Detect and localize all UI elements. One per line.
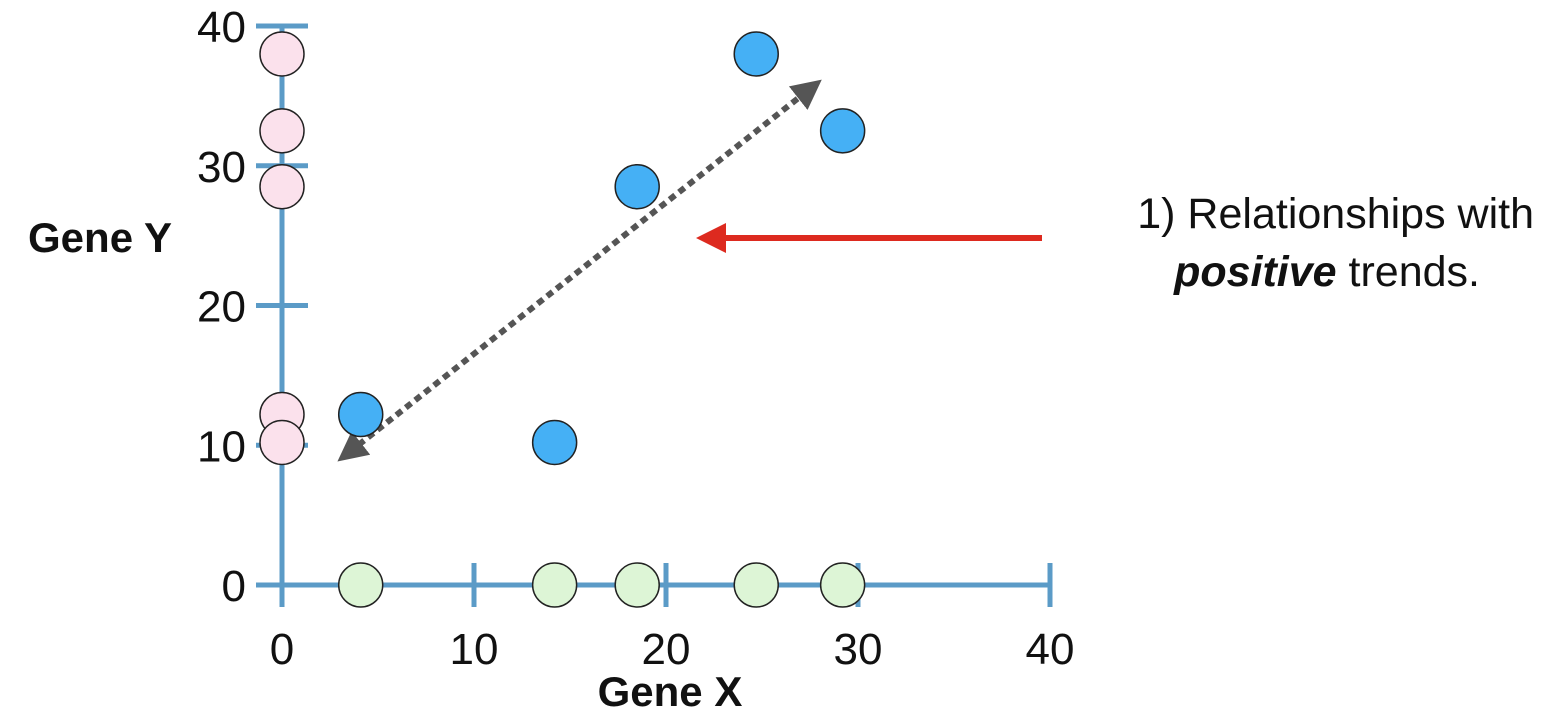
- data-point: [337, 391, 384, 438]
- data-point: [259, 163, 305, 210]
- axes: [256, 23, 1053, 607]
- data-point: [259, 419, 305, 466]
- y-axis-label: Gene Y: [28, 214, 172, 261]
- trend-arrow: [337, 79, 822, 462]
- data-point: [819, 562, 866, 608]
- data-point: [259, 108, 305, 154]
- data-point: [337, 562, 384, 608]
- y-tick-label: 0: [222, 562, 246, 611]
- annotation-line-2: positive trends.: [1173, 248, 1480, 296]
- data-point: [531, 562, 578, 608]
- x-tick-label: 0: [270, 625, 294, 674]
- y-tick-label: 30: [197, 143, 246, 192]
- annotation-suffix: trends.: [1337, 248, 1480, 296]
- x-tick-label: 10: [450, 625, 499, 674]
- data-point: [259, 31, 305, 77]
- data-point: [614, 163, 660, 210]
- data-point: [531, 419, 578, 466]
- x-axis-label: Gene X: [598, 668, 743, 715]
- data-point: [733, 562, 779, 608]
- data-points: [259, 31, 866, 608]
- data-point: [819, 108, 866, 154]
- trend-arrow-group: [337, 79, 822, 462]
- y-tick-label: 10: [197, 422, 246, 471]
- x-tick-label: 30: [834, 625, 883, 674]
- data-point: [733, 31, 779, 77]
- tick-labels: 0 10 20 30 40 0 10 20 30 40: [197, 3, 1074, 674]
- annotation-emphasis: positive: [1173, 248, 1337, 296]
- y-tick-label: 40: [197, 3, 246, 52]
- x-tick-label: 20: [642, 625, 691, 674]
- x-tick-label: 40: [1026, 625, 1075, 674]
- annotation-line-1: 1) Relationships with: [1137, 190, 1534, 238]
- data-point: [614, 562, 660, 608]
- y-tick-label: 20: [197, 283, 246, 332]
